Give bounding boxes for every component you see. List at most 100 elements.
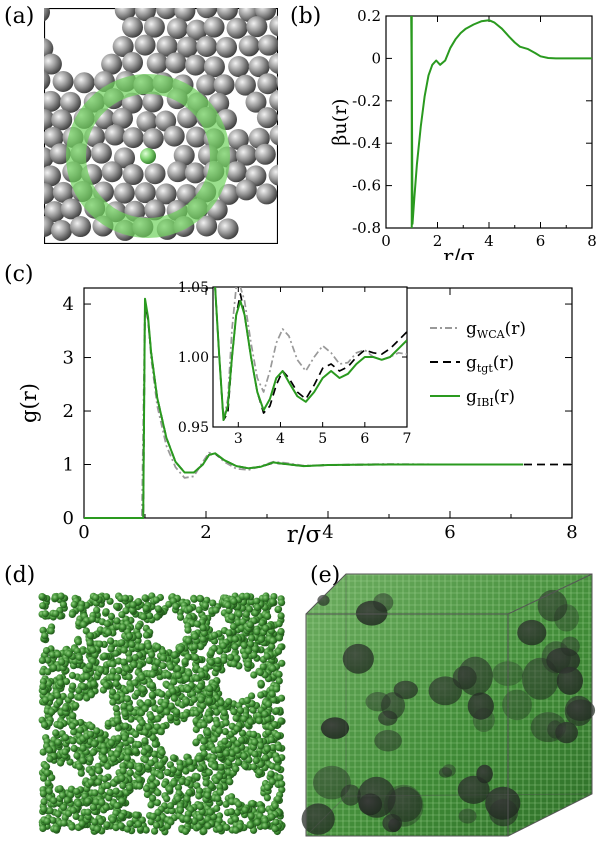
green-sphere [88,615,96,623]
green-sphere [250,651,258,659]
green-sphere [107,637,115,645]
green-sphere [184,685,192,693]
green-sphere [153,723,161,731]
grey-sphere [256,107,278,129]
green-sphere [233,654,241,662]
green-sphere [207,649,215,657]
green-sphere [258,806,266,814]
green-sphere [122,722,130,730]
green-sphere [135,622,143,630]
green-sphere [123,665,131,673]
green-sphere [87,691,95,699]
green-sphere [130,661,138,669]
green-sphere [232,826,240,834]
green-sphere [112,680,120,688]
green-sphere [231,635,239,643]
green-sphere [277,612,285,620]
green-sphere [136,782,144,790]
grey-sphere [144,199,166,221]
green-sphere [60,819,68,827]
green-sphere [131,654,139,662]
particle-snapshot-a [44,8,278,244]
void-blob [387,786,423,822]
legend-label: gIBI(r) [466,387,515,409]
green-sphere [230,660,238,668]
green-sphere [59,601,68,609]
green-sphere [58,658,66,666]
green-sphere [240,641,248,649]
green-sphere [190,817,198,825]
green-sphere [46,807,54,815]
green-sphere [169,766,177,774]
green-sphere [107,645,115,653]
void-blob [564,695,593,726]
green-sphere [78,820,86,828]
green-sphere [53,691,61,699]
grey-sphere [228,56,250,78]
green-sphere [142,785,151,793]
green-sphere [89,748,97,756]
green-sphere [157,772,165,780]
green-sphere [206,685,214,693]
grey-sphere [73,72,95,94]
green-sphere [62,677,71,686]
green-sphere [40,774,48,782]
green-sphere [273,685,281,693]
green-sphere [183,675,191,683]
grey-sphere [269,15,278,37]
y-tick-label: 0 [63,508,74,529]
green-sphere [259,663,267,671]
green-sphere [147,818,155,826]
green-sphere [87,778,95,786]
void-blob [365,692,391,712]
grey-sphere [268,164,278,186]
green-sphere [226,653,235,661]
green-sphere [141,705,149,713]
green-sphere [98,798,106,806]
green-sphere [243,592,251,600]
grey-sphere [196,215,218,237]
green-sphere [190,695,198,704]
green-sphere [107,612,116,620]
x-tick-label: 8 [566,522,577,543]
green-sphere [269,598,277,606]
grey-sphere [44,70,51,90]
green-sphere [59,692,67,700]
grey-sphere [52,181,74,203]
green-sphere [63,796,71,804]
y-tick-label: 0 [371,49,381,67]
green-sphere [52,610,60,618]
green-sphere [109,667,117,675]
green-sphere [196,803,204,811]
grey-sphere [213,74,235,96]
green-sphere [269,744,277,752]
green-sphere [235,610,243,618]
green-sphere [241,806,249,814]
green-sphere [262,594,270,602]
inset-x-tick-label: 7 [403,431,412,447]
green-sphere [206,808,214,816]
green-sphere [196,595,205,603]
green-sphere [89,803,97,811]
green-sphere [84,797,92,805]
green-sphere [123,825,131,833]
green-sphere [84,808,92,816]
green-sphere [119,782,127,790]
grey-sphere [44,127,64,149]
green-sphere [251,750,259,758]
particle-box-d [38,592,286,836]
green-sphere [56,785,64,793]
green-sphere [154,715,162,723]
green-sphere [176,806,185,814]
grey-sphere [155,183,177,205]
void-blob [537,589,568,622]
green-sphere [67,692,75,700]
green-sphere [134,741,143,749]
green-sphere [174,795,182,803]
void-blob [378,710,398,726]
green-sphere [275,677,283,685]
grey-sphere [101,161,123,183]
green-sphere [184,626,192,634]
y-tick-label: 2 [63,401,74,422]
green-sphere [67,791,75,799]
